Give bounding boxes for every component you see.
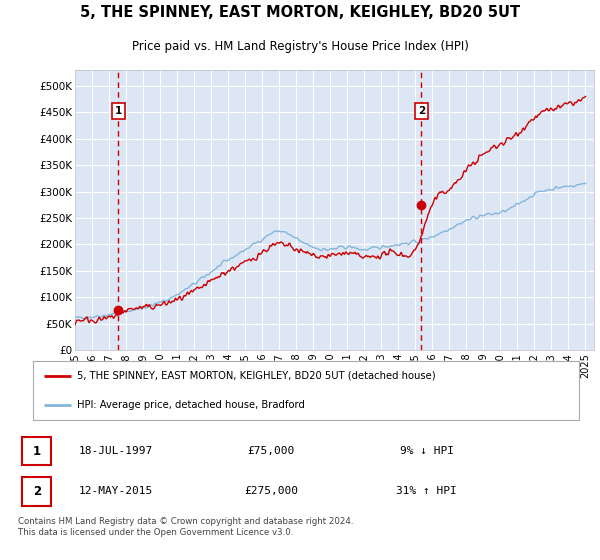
Text: 1: 1	[115, 106, 122, 115]
Text: £275,000: £275,000	[244, 487, 298, 496]
Text: 12-MAY-2015: 12-MAY-2015	[79, 487, 153, 496]
Text: 9% ↓ HPI: 9% ↓ HPI	[400, 446, 454, 456]
Text: 31% ↑ HPI: 31% ↑ HPI	[397, 487, 457, 496]
FancyBboxPatch shape	[22, 477, 51, 506]
Text: 2: 2	[418, 106, 425, 115]
Text: 5, THE SPINNEY, EAST MORTON, KEIGHLEY, BD20 5UT (detached house): 5, THE SPINNEY, EAST MORTON, KEIGHLEY, B…	[77, 371, 436, 381]
FancyBboxPatch shape	[22, 437, 51, 465]
Text: 1: 1	[33, 445, 41, 458]
Text: 2: 2	[33, 485, 41, 498]
Text: HPI: Average price, detached house, Bradford: HPI: Average price, detached house, Brad…	[77, 400, 305, 410]
Text: Contains HM Land Registry data © Crown copyright and database right 2024.
This d: Contains HM Land Registry data © Crown c…	[18, 517, 353, 536]
Text: Price paid vs. HM Land Registry's House Price Index (HPI): Price paid vs. HM Land Registry's House …	[131, 40, 469, 53]
Text: 5, THE SPINNEY, EAST MORTON, KEIGHLEY, BD20 5UT: 5, THE SPINNEY, EAST MORTON, KEIGHLEY, B…	[80, 6, 520, 20]
Text: 18-JUL-1997: 18-JUL-1997	[79, 446, 153, 456]
Text: £75,000: £75,000	[248, 446, 295, 456]
FancyBboxPatch shape	[33, 361, 579, 420]
